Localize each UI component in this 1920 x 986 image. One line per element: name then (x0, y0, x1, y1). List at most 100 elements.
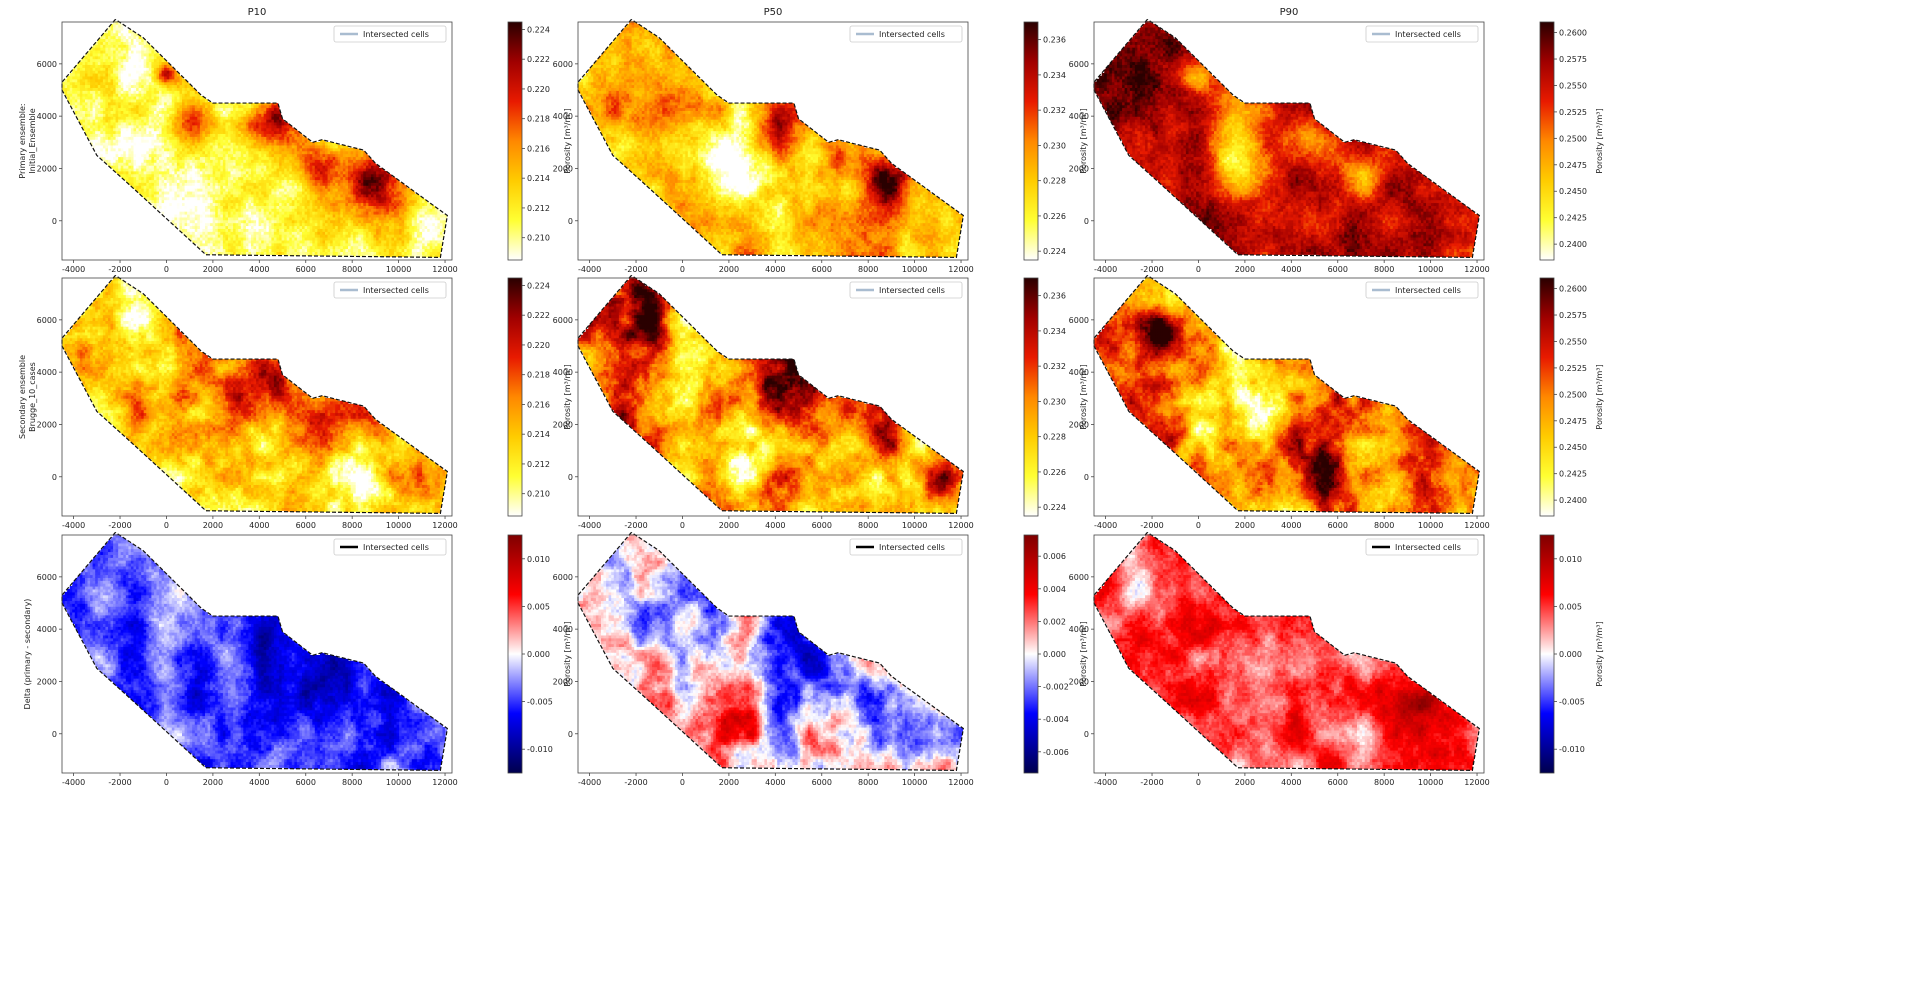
heatmap-cell (148, 84, 152, 88)
heatmap-cell (110, 32, 114, 37)
heatmap-cell (325, 147, 329, 152)
heatmap-cell (176, 104, 181, 109)
heatmap-cell (120, 75, 124, 80)
heatmap-cell (171, 127, 175, 132)
heatmap-cell (159, 116, 163, 120)
heatmap-cell (159, 98, 163, 103)
heatmap-cell (153, 81, 158, 86)
heatmap-cell (164, 165, 168, 169)
heatmap-cell (100, 107, 104, 111)
heatmap-cell (161, 165, 165, 169)
heatmap-cell (79, 87, 84, 91)
heatmap-cell (261, 214, 265, 218)
heatmap-cell (217, 234, 221, 238)
heatmap-cell (273, 167, 278, 172)
heatmap-cell (87, 70, 91, 74)
heatmap-cell (138, 182, 142, 186)
heatmap-cell (110, 41, 114, 45)
heatmap-cell (179, 113, 183, 117)
heatmap-cell (100, 84, 104, 88)
heatmap-cell (256, 162, 260, 166)
heatmap-cell (153, 107, 158, 111)
heatmap-cell (199, 119, 204, 123)
heatmap-cell (187, 211, 191, 215)
heatmap-cell (197, 222, 201, 227)
heatmap-cell (230, 107, 234, 111)
heatmap-cell (205, 251, 209, 255)
heatmap-cell (148, 64, 152, 68)
heatmap-cell (151, 193, 155, 198)
heatmap-cell (169, 119, 173, 123)
heatmap-cell (263, 251, 267, 255)
heatmap-cell (207, 165, 211, 169)
heatmap-cell (258, 107, 262, 111)
heatmap-cell (319, 156, 324, 160)
heatmap-cell (225, 147, 229, 152)
heatmap-cell (115, 24, 119, 28)
heatmap-cell (299, 211, 303, 215)
heatmap-cell (179, 167, 183, 172)
heatmap-cell (199, 167, 204, 172)
heatmap-cell (159, 58, 163, 63)
heatmap-cell (169, 147, 173, 152)
heatmap-cell (141, 64, 145, 68)
heatmap-cell (82, 75, 86, 80)
heatmap-cell (207, 193, 211, 198)
heatmap-cell (120, 130, 124, 134)
heatmap-cell (153, 202, 158, 206)
heatmap-cell (189, 222, 193, 227)
heatmap-cell (115, 98, 119, 103)
heatmap-cell (309, 225, 313, 229)
heatmap-cell (192, 113, 196, 117)
heatmap-cell (202, 248, 206, 252)
heatmap-cell (133, 188, 137, 192)
heatmap-cell (174, 185, 178, 189)
heatmap-cell (118, 121, 122, 126)
heatmap-cell (228, 107, 232, 111)
heatmap-cell (128, 173, 132, 178)
heatmap-cell (90, 90, 94, 94)
heatmap-cell (85, 84, 89, 88)
heatmap-cell (304, 211, 308, 215)
heatmap-cell (156, 67, 160, 71)
heatmap-cell (325, 167, 329, 172)
heatmap-cell (327, 162, 331, 166)
heatmap-cell (245, 110, 250, 114)
heatmap-cell (202, 147, 206, 152)
heatmap-cell (123, 64, 127, 68)
heatmap-cell (294, 150, 298, 155)
heatmap-cell (179, 84, 183, 88)
heatmap-cell (102, 144, 107, 149)
heatmap-cell (197, 153, 201, 158)
heatmap-cell (199, 159, 204, 163)
heatmap-cell (156, 159, 160, 163)
heatmap-cell (151, 124, 155, 129)
heatmap-cell (128, 47, 132, 51)
heatmap-cell (304, 139, 308, 143)
heatmap-cell (233, 214, 237, 218)
heatmap-cell (90, 142, 94, 146)
heatmap-cell (136, 113, 140, 117)
heatmap-cell (291, 234, 295, 238)
heatmap-cell (217, 130, 221, 134)
heatmap-cell (115, 35, 119, 40)
heatmap-cell (166, 87, 170, 91)
heatmap-cell (230, 251, 234, 255)
heatmap-cell (251, 216, 255, 221)
heatmap-cell (238, 237, 242, 241)
heatmap-cell (187, 153, 191, 158)
heatmap-cell (291, 196, 295, 201)
heatmap-cell (141, 61, 145, 65)
heatmap-cell (179, 176, 183, 181)
heatmap-cell (210, 248, 214, 252)
heatmap-cell (302, 142, 306, 146)
heatmap-cell (118, 116, 122, 120)
heatmap-cell (197, 245, 201, 250)
heatmap-cell (273, 179, 278, 183)
heatmap-cell (179, 162, 183, 166)
heatmap-cell (189, 196, 193, 201)
heatmap-cell (136, 162, 140, 166)
heatmap-cell (166, 127, 170, 132)
heatmap-cell (136, 44, 140, 48)
heatmap-cell (189, 156, 193, 160)
